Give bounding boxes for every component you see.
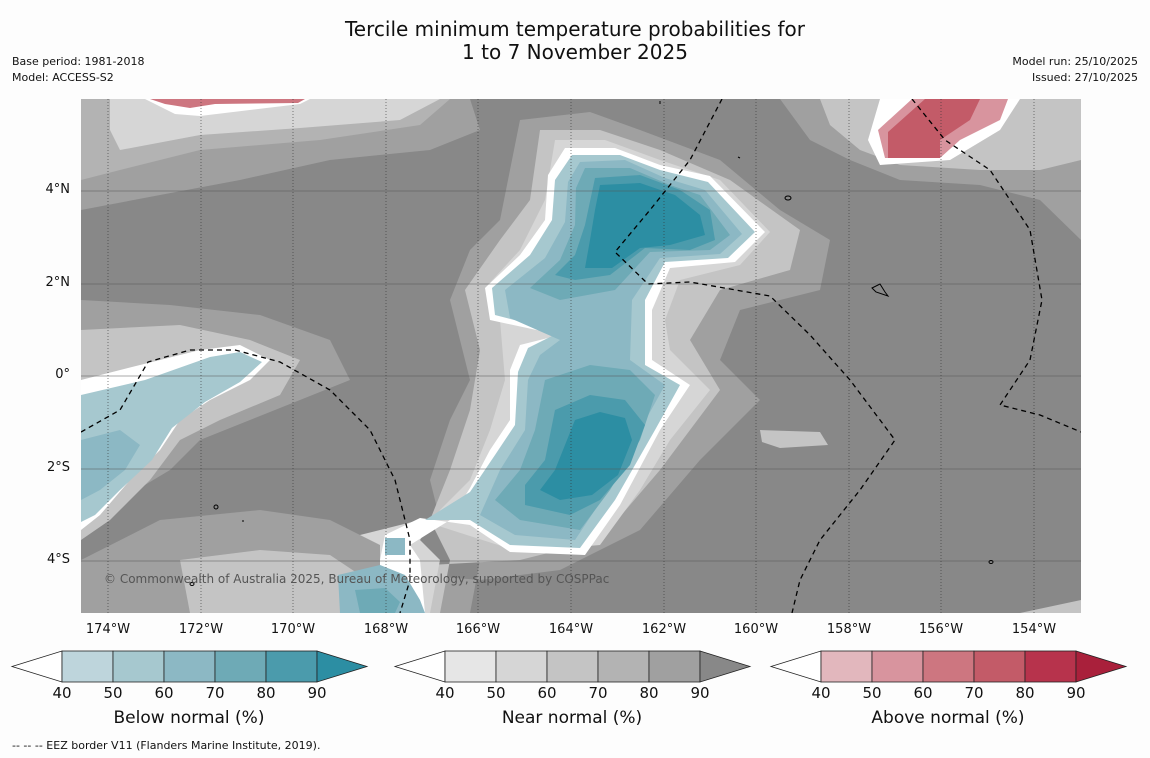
near-tick-90: 90 [690, 684, 710, 702]
above-swatch-2 [922, 650, 975, 683]
lon-label-172w: 172°W [178, 622, 224, 637]
above-tick-90: 90 [1066, 684, 1086, 702]
copyright-text: © Commonwealth of Australia 2025, Bureau… [104, 572, 610, 586]
lat-label-4s: 4°S [46, 552, 70, 567]
region-left-below-50 [81, 352, 262, 522]
meta-left: Base period: 1981-2018 Model: ACCESS-S2 [12, 54, 144, 86]
near-tick-50: 50 [486, 684, 506, 702]
above-swatch-3 [973, 650, 1026, 683]
near-swatch-4 [648, 650, 701, 683]
lon-label-154w: 154°W [1011, 622, 1057, 637]
chart-title: Tercile minimum temperature probabilitie… [0, 18, 1150, 64]
region-bottom-right-small [1020, 600, 1081, 613]
above-ext-low [769, 650, 822, 683]
map-area [81, 99, 1081, 613]
near-tick-80: 80 [639, 684, 659, 702]
near-swatch-0 [444, 650, 497, 683]
region-left-below-60 [81, 430, 140, 500]
title-line-2: 1 to 7 November 2025 [462, 40, 688, 64]
above-swatch-1 [871, 650, 924, 683]
above-tick-40: 40 [811, 684, 831, 702]
lat-label-4n: 4°N [45, 182, 71, 197]
region-above-top-right-70 [888, 99, 980, 158]
near-swatch-3 [597, 650, 650, 683]
lon-label-166w: 166°W [455, 622, 501, 637]
islands [189, 101, 994, 586]
region-near-bottom-left-60 [180, 550, 360, 613]
above-tick-80: 80 [1015, 684, 1035, 702]
issued-date: Issued: 27/10/2025 [1031, 71, 1138, 84]
near-tick-60: 60 [537, 684, 557, 702]
lon-label-174w: 174°W [85, 622, 131, 637]
near-swatch-2 [546, 650, 599, 683]
lat-label-2s: 2°S [46, 460, 70, 475]
base-period: Base period: 1981-2018 [12, 55, 145, 68]
lon-label-164w: 164°W [548, 622, 594, 637]
lon-label-158w: 158°W [826, 622, 872, 637]
colorbar-near-label: Near normal (%) [501, 708, 643, 728]
above-tick-60: 60 [913, 684, 933, 702]
lon-label-156w: 156°W [918, 622, 964, 637]
near-ext-low [393, 650, 446, 683]
near-tick-70: 70 [588, 684, 608, 702]
below-tick-60: 60 [154, 684, 174, 702]
below-ext-low [10, 650, 63, 683]
colorbar-above-label: Above normal (%) [871, 708, 1025, 728]
below-swatch-4 [265, 650, 318, 683]
below-ext-high [316, 650, 369, 683]
lon-label-162w: 162°W [641, 622, 687, 637]
colorbar-below [10, 650, 369, 683]
below-tick-70: 70 [205, 684, 225, 702]
region-below-bottom-small-70 [355, 588, 400, 613]
below-swatch-3 [214, 650, 267, 683]
model-run: Model run: 25/10/2025 [1012, 55, 1138, 68]
above-tick-70: 70 [964, 684, 984, 702]
below-swatch-1 [112, 650, 165, 683]
lon-label-160w: 160°W [733, 622, 779, 637]
colorbar-near [393, 650, 752, 683]
near-swatch-1 [495, 650, 548, 683]
eez-borders [81, 99, 1081, 613]
below-tick-80: 80 [256, 684, 276, 702]
region-above-top-left [150, 99, 305, 108]
below-tick-40: 40 [52, 684, 72, 702]
below-tick-50: 50 [103, 684, 123, 702]
region-below-small-patch [385, 538, 405, 555]
colorbar-above [769, 650, 1128, 683]
above-swatch-0 [820, 650, 873, 683]
gridlines-lat [81, 190, 1081, 562]
model-name: Model: ACCESS-S2 [12, 71, 114, 84]
title-line-1: Tercile minimum temperature probabilitie… [344, 17, 806, 41]
region-right-small [760, 430, 828, 448]
above-swatch-4 [1024, 650, 1077, 683]
lat-label-0: 0° [55, 367, 70, 382]
above-ext-high [1075, 650, 1128, 683]
lat-label-2n: 2°N [45, 275, 71, 290]
near-tick-40: 40 [435, 684, 455, 702]
below-swatch-2 [163, 650, 216, 683]
lon-label-168w: 168°W [363, 622, 409, 637]
colorbar-below-label: Below normal (%) [113, 708, 265, 728]
eez-legend-note: -- -- -- EEZ border V11 (Flanders Marine… [12, 739, 321, 752]
lon-label-170w: 170°W [270, 622, 316, 637]
region-below-90 [540, 183, 705, 500]
meta-right: Model run: 25/10/2025 Issued: 27/10/2025 [1012, 54, 1138, 86]
above-tick-50: 50 [862, 684, 882, 702]
below-tick-90: 90 [307, 684, 327, 702]
below-swatch-0 [61, 650, 114, 683]
near-ext-high [699, 650, 752, 683]
